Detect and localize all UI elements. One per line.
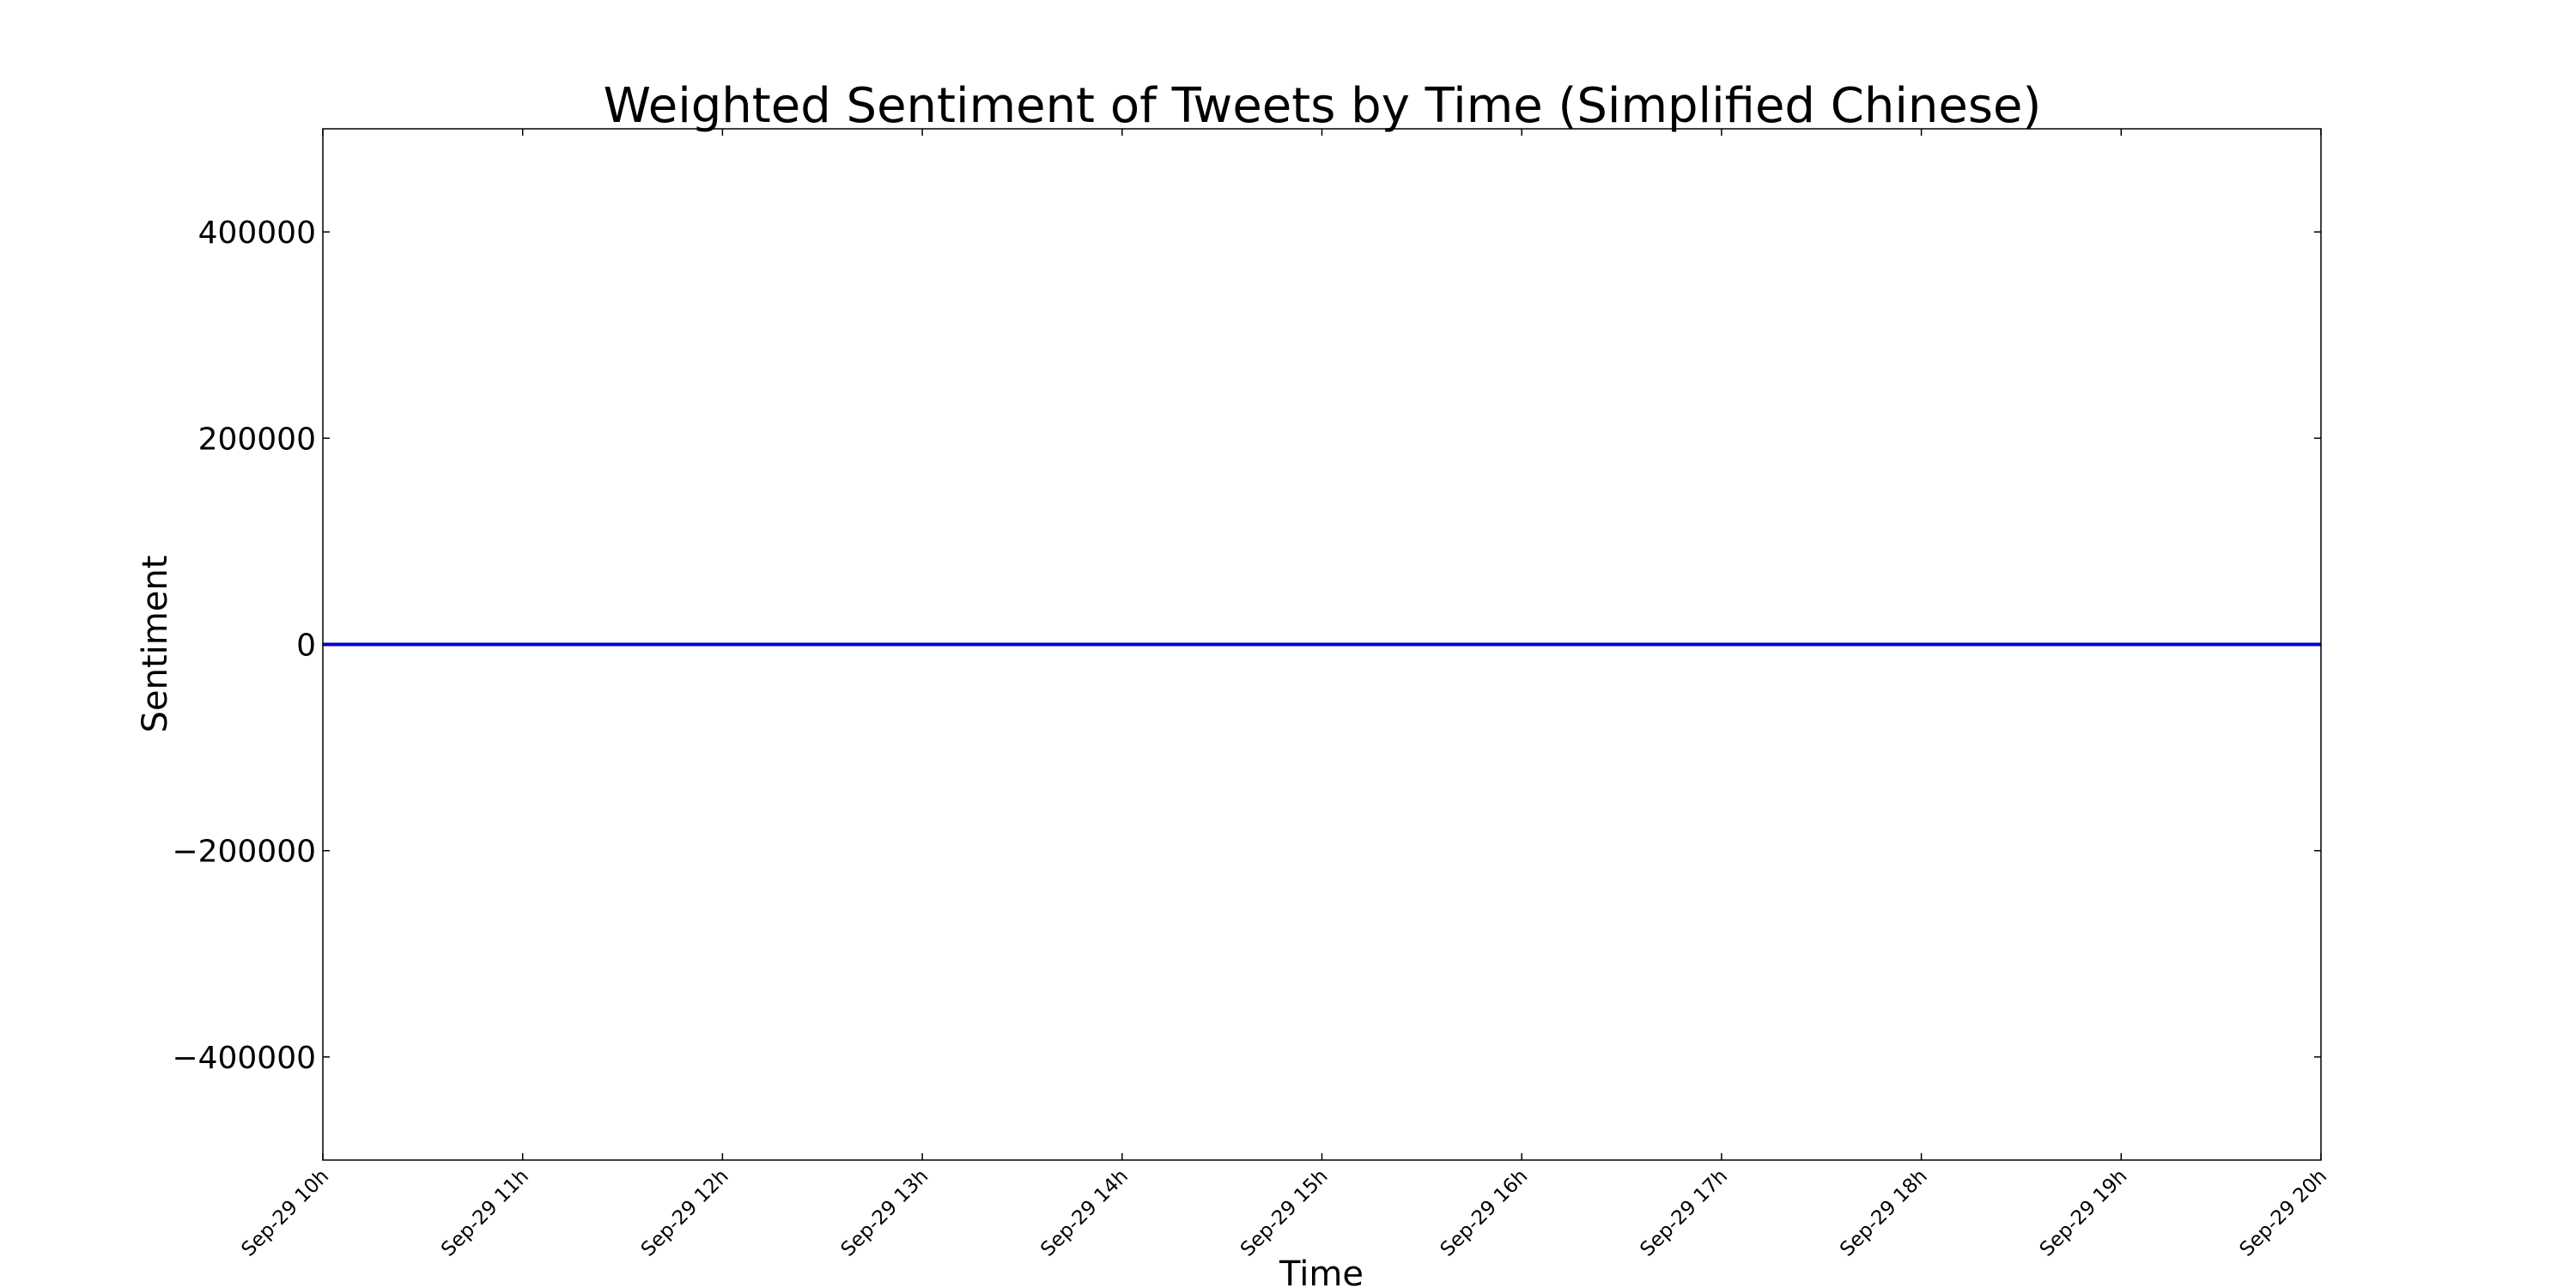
y-tick-label: −200000: [172, 835, 316, 870]
y-tick-label: 200000: [198, 422, 316, 457]
y-tick-label: −400000: [172, 1041, 316, 1076]
x-axis-label: Time: [1279, 1255, 1364, 1288]
y-axis-ticks: −400000 −200000 0 200000 400000: [172, 216, 2321, 1076]
plot-area-frame: [322, 128, 2322, 1161]
chart-title: Weighted Sentiment of Tweets by Time (Si…: [604, 78, 2042, 134]
y-tick-label: 0: [296, 629, 316, 664]
y-axis-label: Sentiment: [136, 556, 175, 733]
y-tick-label: 400000: [198, 216, 316, 251]
